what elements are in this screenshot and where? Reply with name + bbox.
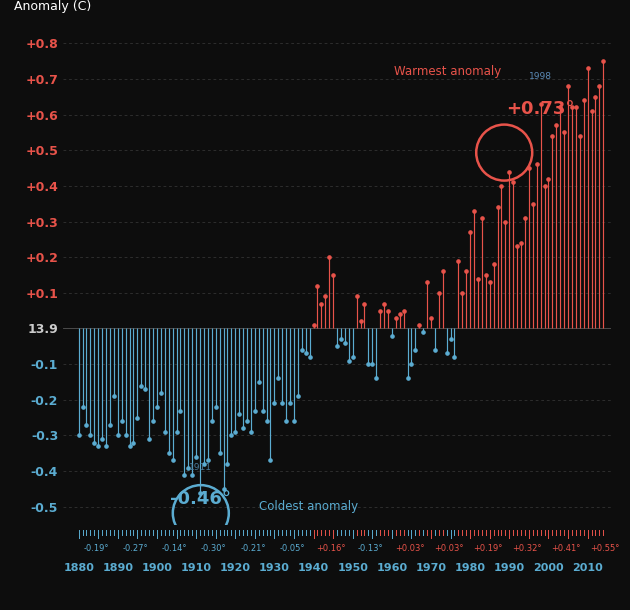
Text: -0.46°: -0.46° — [169, 490, 231, 509]
Text: Warmest anomaly: Warmest anomaly — [394, 65, 501, 78]
Text: -0.30°: -0.30° — [201, 544, 227, 553]
Text: Anomaly (C): Anomaly (C) — [14, 0, 91, 13]
Text: -0.14°: -0.14° — [162, 544, 187, 553]
Text: 1998: 1998 — [529, 71, 552, 81]
Text: +0.19°: +0.19° — [473, 544, 503, 553]
Text: Coldest anomaly: Coldest anomaly — [259, 500, 358, 513]
Text: +0.73°: +0.73° — [507, 101, 575, 118]
Text: 1911: 1911 — [188, 463, 212, 472]
Text: -0.27°: -0.27° — [123, 544, 148, 553]
Text: +0.32°: +0.32° — [512, 544, 542, 553]
Text: +0.16°: +0.16° — [316, 544, 346, 553]
Text: +0.41°: +0.41° — [551, 544, 581, 553]
Text: -0.05°: -0.05° — [279, 544, 305, 553]
Text: +0.03°: +0.03° — [395, 544, 424, 553]
Text: -0.13°: -0.13° — [357, 544, 383, 553]
Text: +0.55°: +0.55° — [590, 544, 620, 553]
Text: +0.03°: +0.03° — [434, 544, 464, 553]
Text: -0.19°: -0.19° — [84, 544, 109, 553]
Text: -0.21°: -0.21° — [240, 544, 266, 553]
